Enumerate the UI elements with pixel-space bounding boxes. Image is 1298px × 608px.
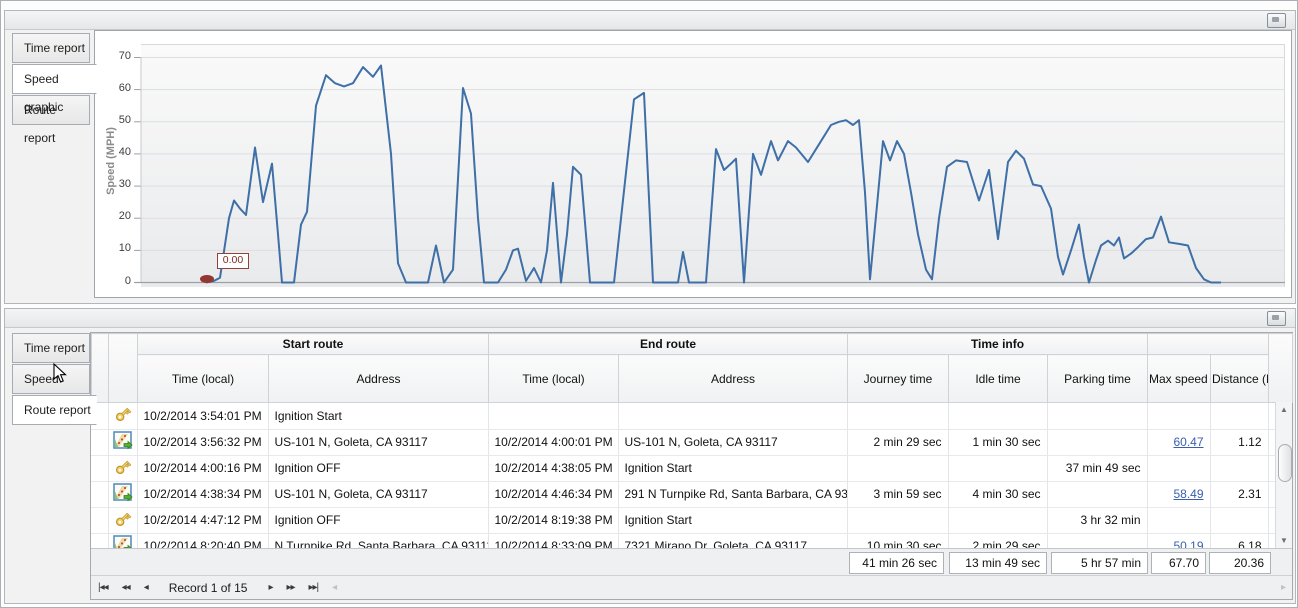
summary-row: 41 min 26 sec 13 min 49 sec 5 hr 57 min … (91, 548, 1292, 576)
col-header-start-time[interactable]: Time (local) (137, 354, 269, 403)
table-row[interactable]: 10/2/2014 4:00:16 PM Ignition OFF 10/2/2… (91, 455, 1292, 482)
col-header-journey-time[interactable]: Journey time (847, 354, 949, 403)
record-navigator: |◂◂ ◂◂ ◂ Record 1 of 15 ▸ ▸▸ ▸▸| ◂ ▸ (91, 575, 1292, 599)
col-header-end-address[interactable]: Address (618, 354, 848, 403)
summary-max-speed: 67.70 (1151, 552, 1206, 574)
hscroll-left-icon[interactable]: ◂ (332, 582, 337, 593)
route-map-icon (112, 534, 133, 549)
tab-time-report[interactable]: Time report (12, 33, 90, 63)
y-axis-tick-label: 50 (118, 113, 131, 126)
col-header-max-speed[interactable]: Max speed (MPH) (1147, 354, 1212, 403)
max-speed-link[interactable]: 50.19 (1173, 539, 1204, 549)
summary-journey-time: 41 min 26 sec (849, 552, 944, 574)
route-report-panel: Time report Speed graphic Route report S… (4, 308, 1296, 604)
key-icon (114, 407, 132, 426)
group-header-start-route[interactable]: Start route (137, 333, 489, 355)
prev-record-button[interactable]: ◂ (143, 582, 149, 593)
vertical-scrollbar[interactable]: ▲ ▼ (1275, 402, 1292, 548)
y-axis-tick-label: 30 (118, 178, 131, 191)
route-grid: Start route End route Time info Time (lo… (90, 332, 1294, 600)
route-map-icon (112, 482, 133, 506)
scroll-down-icon[interactable]: ▼ (1280, 536, 1288, 545)
route-grid-rows: 10/2/2014 3:54:01 PM Ignition Start (91, 403, 1292, 549)
summary-distance: 20.36 (1209, 552, 1271, 574)
speed-chart: Speed (MPH) 0 10 20 30 40 50 60 70 0.00 (94, 30, 1292, 298)
col-header-parking-time[interactable]: Parking time (1046, 354, 1149, 403)
chart-plot-area (134, 44, 1285, 287)
tab-speed-graphic[interactable]: Speed graphic (12, 364, 90, 414)
table-row[interactable]: 10/2/2014 4:38:34 PM US-101 N, Goleta, C… (91, 481, 1292, 508)
tab-speed-graphic[interactable]: Speed graphic (12, 64, 97, 114)
route-grid-header: Start route End route Time info Time (lo… (91, 333, 1294, 403)
chart-plot-svg (134, 57, 1285, 284)
next-record-button[interactable]: ▸ (268, 582, 273, 593)
next-page-button[interactable]: ▸▸ (286, 582, 295, 593)
key-icon (114, 460, 132, 479)
group-header-end-route[interactable]: End route (488, 333, 848, 355)
tab-route-report[interactable]: Route report (12, 95, 90, 145)
scrollbar-thumb[interactable] (1278, 444, 1292, 482)
col-header-start-address[interactable]: Address (268, 354, 489, 403)
speed-line-series (205, 64, 1221, 284)
row-indicator-header (91, 333, 109, 403)
route-map-icon (112, 430, 133, 454)
first-record-button[interactable]: |◂◂ (98, 582, 109, 593)
max-speed-link[interactable]: 60.47 (1173, 435, 1204, 449)
hscroll-right-icon[interactable]: ▸ (1280, 582, 1286, 593)
max-speed-link[interactable]: 58.49 (1173, 487, 1204, 501)
y-axis-tick-label: 60 (118, 81, 131, 94)
collapse-button-icon[interactable] (1267, 13, 1286, 28)
tab-route-report[interactable]: Route report (12, 395, 97, 425)
key-icon (114, 512, 132, 531)
panel-header (5, 309, 1295, 328)
table-row[interactable]: 10/2/2014 4:47:12 PM Ignition OFF 10/2/2… (91, 507, 1292, 534)
tab-time-report[interactable]: Time report (12, 333, 90, 363)
table-row[interactable]: 10/2/2014 3:56:32 PM US-101 N, Goleta, C… (91, 429, 1292, 456)
speed-graphic-panel: Time report Speed graphic Route report S… (4, 10, 1296, 304)
icon-column-header (108, 333, 138, 403)
summary-idle-time: 13 min 49 sec (949, 552, 1047, 574)
scroll-up-icon[interactable]: ▲ (1280, 405, 1288, 414)
y-axis-tick-label: 0 (124, 274, 131, 287)
col-header-idle-time[interactable]: Idle time (948, 354, 1048, 403)
group-header-blank (1147, 333, 1270, 355)
table-row[interactable]: 10/2/2014 3:54:01 PM Ignition Start (91, 403, 1292, 430)
panel-header (5, 11, 1295, 30)
col-header-distance[interactable]: Distance (Miles) (1210, 354, 1270, 403)
table-row[interactable]: 10/2/2014 8:20:40 PM N Turnpike Rd, Sant… (91, 533, 1292, 549)
y-axis-tick-label: 40 (118, 145, 131, 158)
y-axis-tick-label: 10 (118, 242, 131, 255)
filler-header (1268, 333, 1294, 403)
summary-parking-time: 5 hr 57 min (1051, 552, 1148, 574)
chart-annotation: 0.00 (217, 253, 249, 269)
collapse-button-icon[interactable] (1267, 311, 1286, 326)
y-axis-tick-label: 70 (118, 49, 131, 62)
record-counter: Record 1 of 15 (168, 580, 248, 595)
group-header-time-info[interactable]: Time info (846, 333, 1149, 355)
y-axis-tick-label: 20 (118, 210, 131, 223)
prev-page-button[interactable]: ◂◂ (121, 582, 131, 593)
start-point-marker (200, 275, 214, 283)
col-header-end-time[interactable]: Time (local) (488, 354, 619, 403)
last-record-button[interactable]: ▸▸| (308, 582, 320, 593)
